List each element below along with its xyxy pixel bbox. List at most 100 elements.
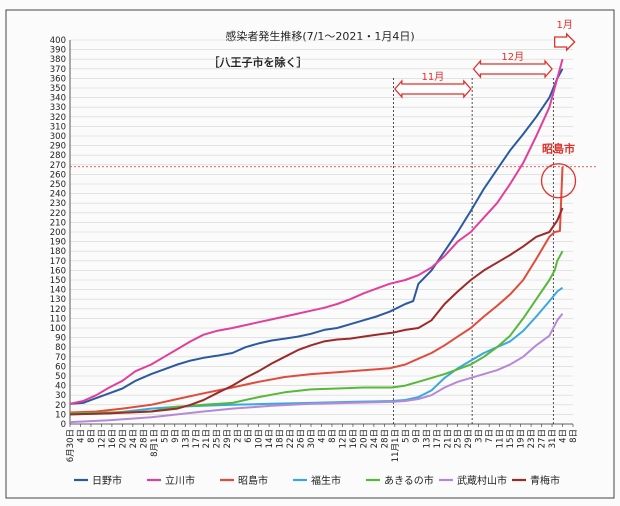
y-tick-label: 190 xyxy=(50,238,66,248)
x-tick-label: 22日 xyxy=(286,429,296,448)
x-tick-label: 23日 xyxy=(527,429,537,448)
annotation-circle xyxy=(540,163,577,199)
y-tick-label: 70 xyxy=(55,353,66,363)
x-tick-label: 21日 xyxy=(443,429,453,448)
period-label: 1月 xyxy=(556,19,572,31)
legend-label: 昭島市 xyxy=(238,474,268,487)
x-tick-label: 8日 xyxy=(569,429,579,443)
y-tick-label: 340 xyxy=(50,94,66,104)
x-tick-label: 21日 xyxy=(202,429,212,448)
period-arrow xyxy=(472,59,553,79)
x-tick-label: 24日 xyxy=(129,429,139,448)
y-tick-label: 320 xyxy=(50,113,66,123)
y-tick-label: 100 xyxy=(50,324,66,334)
y-tick-label: 390 xyxy=(50,46,66,56)
legend-label: 立川市 xyxy=(165,474,195,487)
x-tick-label: 24日 xyxy=(370,429,380,448)
period-label: 12月 xyxy=(501,51,524,63)
x-tick-label: 7日 xyxy=(485,429,495,443)
y-tick-label: 230 xyxy=(50,199,66,209)
x-tick-label: 30日 xyxy=(307,429,317,448)
x-tick-label: 20日 xyxy=(118,429,128,448)
y-tick-label: 180 xyxy=(50,247,66,257)
legend-label: あきるの市 xyxy=(384,474,434,487)
y-tick-label: 40 xyxy=(55,382,66,392)
x-tick-label: 17日 xyxy=(192,429,202,448)
x-tick-label: 12日 xyxy=(338,429,348,448)
x-tick-label: 11日 xyxy=(496,429,506,448)
x-tick-label: 31日 xyxy=(548,429,558,448)
x-tick-label: 15日 xyxy=(506,429,516,448)
x-tick-label: 6月30日 xyxy=(66,429,76,462)
y-tick-label: 30 xyxy=(55,391,66,401)
y-tick-label: 170 xyxy=(50,257,66,267)
y-tick-label: 220 xyxy=(50,209,66,219)
period-arrow xyxy=(393,79,472,99)
y-tick-label: 150 xyxy=(50,276,66,286)
y-tick-label: 310 xyxy=(50,122,66,132)
y-tick-label: 200 xyxy=(50,228,66,238)
series-line xyxy=(69,312,564,424)
x-tick-label: 16日 xyxy=(349,429,359,448)
x-tick-label: 19日 xyxy=(517,429,527,448)
x-tick-label: 17日 xyxy=(433,429,443,448)
x-tick-label: 25日 xyxy=(454,429,464,448)
x-tick-label: 12日 xyxy=(97,429,107,448)
x-tick-label: 29日 xyxy=(464,429,474,448)
x-tick-label: 5日 xyxy=(401,429,411,443)
y-tick-label: 350 xyxy=(50,84,66,94)
x-tick-label: 9日 xyxy=(171,429,181,443)
y-tick-label: 60 xyxy=(55,362,66,372)
series-line xyxy=(69,58,564,405)
y-tick-label: 50 xyxy=(55,372,66,382)
y-tick-label: 380 xyxy=(50,55,66,65)
x-tick-label: 8月1日 xyxy=(150,429,160,457)
x-tick-label: 8日 xyxy=(328,429,338,443)
x-tick-label: 14日 xyxy=(265,429,275,448)
x-tick-label: 4日 xyxy=(76,429,86,443)
y-tick-label: 250 xyxy=(50,180,66,190)
y-tick-label: 260 xyxy=(50,170,66,180)
legend-label: 武蔵村山市 xyxy=(457,474,507,487)
x-tick-label: 16日 xyxy=(108,429,118,448)
x-tick-label: 13日 xyxy=(181,429,191,448)
legend-label: 日野市 xyxy=(92,474,122,487)
y-tick-label: 90 xyxy=(55,334,66,344)
y-tick-label: 280 xyxy=(50,151,66,161)
x-tick-label: 5日 xyxy=(160,429,170,443)
y-tick-label: 110 xyxy=(50,314,66,324)
y-tick-label: 210 xyxy=(50,218,66,228)
x-tick-label: 29日 xyxy=(223,429,233,448)
x-tick-label: 25日 xyxy=(213,429,223,448)
x-tick-label: 4日 xyxy=(318,429,328,443)
y-tick-label: 0 xyxy=(61,420,66,430)
x-tick-label: 6日 xyxy=(244,429,254,443)
y-tick-label: 130 xyxy=(50,295,66,305)
y-tick-label: 20 xyxy=(55,401,66,411)
y-tick-label: 330 xyxy=(50,103,66,113)
annotation-label: 昭島市 xyxy=(542,142,575,156)
y-tick-label: 140 xyxy=(50,286,66,296)
legend-label: 福生市 xyxy=(311,474,341,487)
y-tick-label: 370 xyxy=(50,65,66,75)
y-tick-label: 120 xyxy=(50,305,66,315)
chart-border xyxy=(5,9,615,499)
series-line xyxy=(69,68,564,405)
series-line xyxy=(69,250,564,415)
x-tick-label: 27日 xyxy=(538,429,548,448)
x-tick-label: 8日 xyxy=(87,429,97,443)
x-tick-label: 28日 xyxy=(380,429,390,448)
period-arrow xyxy=(554,32,576,52)
y-tick-label: 10 xyxy=(55,410,66,420)
x-tick-label: 13日 xyxy=(422,429,432,448)
series-line xyxy=(69,166,564,414)
x-tick-label: 20日 xyxy=(359,429,369,448)
y-tick-label: 400 xyxy=(50,36,66,46)
period-label: 11月 xyxy=(421,71,444,83)
y-tick-label: 300 xyxy=(50,132,66,142)
x-tick-label: 28日 xyxy=(139,429,149,448)
y-tick-label: 160 xyxy=(50,266,66,276)
chart-title: 感染者発生推移(7/1～2021・1月4日) xyxy=(225,29,414,43)
